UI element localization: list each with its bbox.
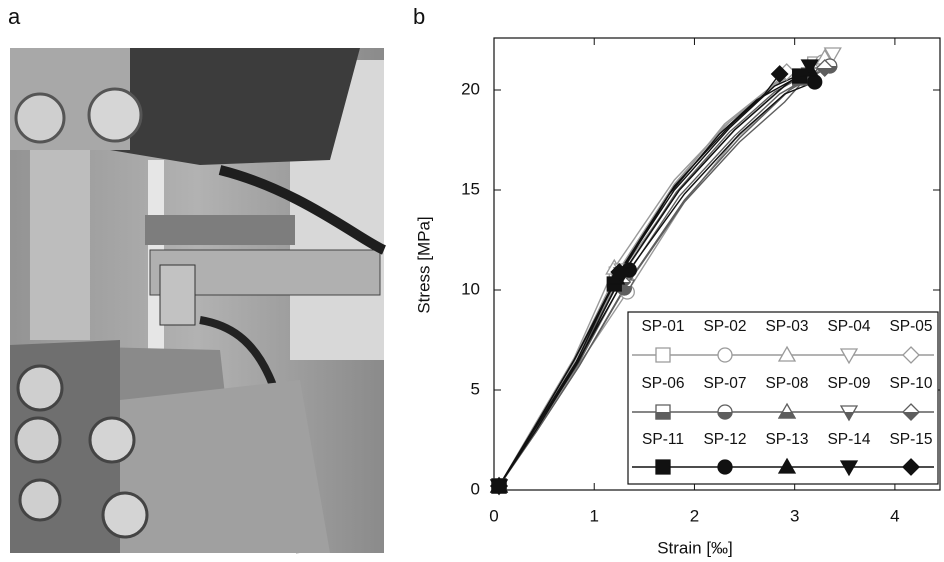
legend-label: SP-04 [827,318,870,335]
marker-half [902,412,920,421]
panel-label: a [8,4,21,29]
marker [902,346,920,364]
legend-label: SP-10 [889,375,932,392]
series-line [498,69,810,487]
legend-label: SP-13 [765,431,808,448]
marker [839,460,859,477]
marker [777,345,797,362]
marker-half [655,412,671,420]
marker [823,47,842,64]
legend-label: SP-15 [889,431,932,448]
legend-frame [627,311,939,485]
marker [839,348,859,365]
legend-label: SP-09 [827,375,870,392]
marker-half [717,412,733,420]
legend-label: SP-12 [703,431,746,448]
y-tick-label: 5 [471,379,480,398]
series-line [498,73,781,487]
x-tick-label: 4 [890,506,899,525]
series-line [498,65,811,487]
x-tick-label: 2 [690,506,699,525]
marker [807,74,823,90]
legend-label: SP-02 [703,318,746,335]
legend-label: SP-05 [889,318,932,335]
x-tick-label: 3 [790,506,799,525]
marker [490,477,508,495]
marker [610,263,629,281]
legend-label: SP-14 [827,431,870,448]
panel-label: b [413,4,425,29]
photo [10,48,387,554]
legend-label: SP-01 [641,318,684,335]
legend-label: SP-07 [703,375,746,392]
marker [777,457,797,474]
plot: 0 1 2 3 4 0 5 10 15 20 Strain [‰] Stress [MPa] [414,38,940,557]
marker [655,459,671,475]
legend-label: SP-06 [641,375,684,392]
plot-frame [493,37,941,491]
marker [800,59,819,76]
marker [717,347,733,363]
legend-label: SP-11 [642,431,684,448]
marker [655,347,671,363]
x-tick-label: 0 [489,506,498,525]
x-axis-label: Strain [‰] [657,538,733,557]
legend: SP-01 SP-02 SP-03 SP-04 SP-05 SP-06 SP-07 SP-08… [632,318,934,477]
marker-half [777,412,797,419]
legend-label: SP-08 [765,375,808,392]
marker [770,65,789,83]
marker [902,458,920,476]
y-tick-label: 15 [461,179,480,198]
marker-half [815,68,834,77]
y-tick-label: 20 [461,79,480,98]
y-tick-label: 0 [471,479,480,498]
x-tick-label: 1 [589,506,598,525]
series-line [498,73,811,487]
marker [717,459,733,475]
legend-label: SP-03 [765,318,808,335]
marker-half [843,412,855,422]
y-axis-label: Stress [MPa] [414,216,433,313]
y-tick-label: 10 [461,279,480,298]
